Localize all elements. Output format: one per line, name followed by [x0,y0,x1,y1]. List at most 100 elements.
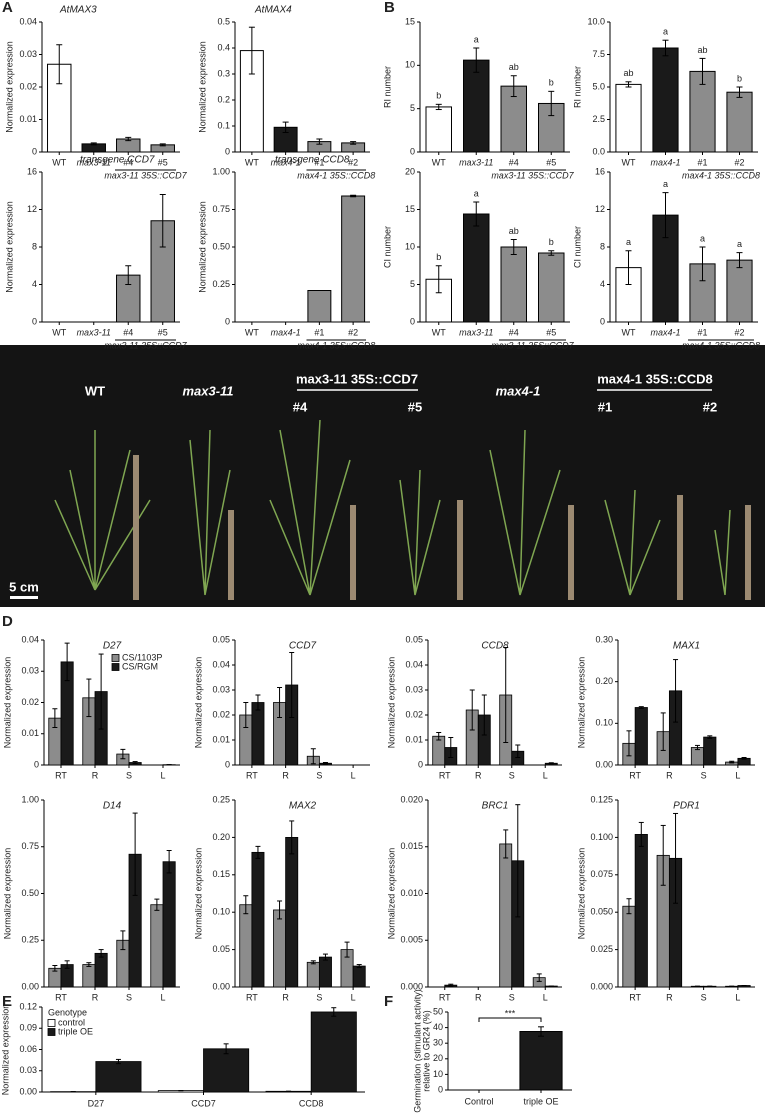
error-bar [699,57,706,85]
y-axis-label: Normalized expression [4,201,14,293]
y-tick-label: 0.75 [21,841,39,851]
plants [54,419,731,596]
x-tick-label: S [316,992,322,1002]
error-bar [64,960,70,969]
significance-letter: a [700,233,705,243]
y-tick-label: 0.03 [405,684,423,694]
photo-label: #5 [408,399,422,414]
error-bar [120,930,126,951]
y-tick-label: 0.04 [212,659,230,669]
y-tick-label: 0 [418,759,423,769]
chart-title: D27 [103,641,122,652]
y-tick-label: 4 [600,279,605,289]
photo-label: max4-1 [496,383,541,398]
significance-letter: a [626,237,631,247]
y-axis-label: Normalized expression [386,657,396,749]
y-tick-label: 0.20 [595,676,613,686]
x-tick-label: L [543,992,548,1002]
y-tick-label: 0.00 [212,981,230,991]
photo-label: #1 [598,399,612,414]
x-tick-label: max4-1 [271,327,301,337]
y-tick-label: 0.25 [21,935,39,945]
bar [318,956,332,988]
x-tick-label: R [282,992,289,1002]
x-tick-label: R [475,992,482,1002]
significance-letter: a [663,179,668,189]
y-axis-label: Normalized expression [4,41,14,133]
bar [726,91,753,153]
x-tick-label: S [701,770,707,780]
y-tick-label: 0.05 [212,944,230,954]
error-bar [448,983,454,987]
error-bar [277,687,283,718]
group-label: max4-1 35S::CCD8 [297,170,375,180]
x-tick-label: #4 [123,327,133,337]
x-tick-label: L [160,992,165,1002]
bar [500,246,527,323]
photo-label: max3-11 35S::CCD7 [296,371,418,386]
y-tick-label: 0.005 [400,935,423,945]
error-bar [625,81,632,88]
x-tick-label: L [735,770,740,780]
x-tick-label: #2 [734,327,744,337]
y-tick-label: 0.05 [212,634,230,644]
legend-label: control [58,1017,85,1027]
y-tick-label: 10.0 [587,16,605,26]
x-tick-label: RT [246,770,258,780]
bar [273,909,287,988]
chart-title: MAX2 [289,801,317,812]
error-bar [350,141,357,145]
error-bar [282,121,289,133]
error-bar [159,194,166,248]
x-tick-label: R [475,770,482,780]
y-tick-label: 0 [225,316,230,326]
error-bar [660,824,666,886]
bar [352,965,366,988]
x-tick-label: RT [55,992,67,1002]
y-axis-label: Normalized expression [197,201,207,293]
error-bar [638,821,644,847]
significance-letter: ab [623,68,633,78]
x-tick-label: Control [464,1096,493,1106]
bar [538,252,565,323]
y-axis-label: RI number [382,66,392,108]
x-tick-label: #2 [348,327,358,337]
bar [203,1048,250,1093]
y-tick-label: 0.25 [212,794,230,804]
error-bar [662,192,669,239]
x-tick-label: max3-11 [459,157,493,167]
error-bar [125,136,132,142]
x-tick-label: WT [622,327,636,337]
bar [150,904,164,988]
chart-title: D14 [103,801,122,812]
error-bar [729,760,735,764]
x-tick-label: R [92,992,99,1002]
error-bar [435,103,442,111]
y-tick-label: 0.06 [19,1044,37,1054]
bar [703,736,717,766]
significance-letter: a [663,27,668,37]
error-bar [310,960,316,965]
x-tick-label: max3-11 [77,327,111,337]
significance-letter: b [549,237,554,247]
chart-title: MAX1 [673,641,700,652]
group-label: max4-1 35S::CCD8 [297,340,375,350]
y-tick-label: 0.00 [21,981,39,991]
y-tick-label: 0.0 [592,146,605,156]
y-tick-label: 0.03 [21,666,39,676]
y-tick-label: 1.00 [212,166,230,176]
bar [239,904,253,988]
bar [499,843,513,988]
group-label: max3-11 35S::CCD7 [104,170,187,180]
error-bar [64,642,70,682]
y-tick-label: 0.5 [217,16,230,26]
significance-bracket [478,1017,542,1022]
error-bar [356,964,362,969]
x-tick-label: R [666,992,673,1002]
bar [95,1061,142,1093]
significance-letter: a [474,34,479,44]
error-bar [515,744,521,758]
y-tick-label: 0.000 [400,981,423,991]
significance-letter: b [549,78,554,88]
group-label: max3-11 35S::CCD7 [491,340,574,350]
